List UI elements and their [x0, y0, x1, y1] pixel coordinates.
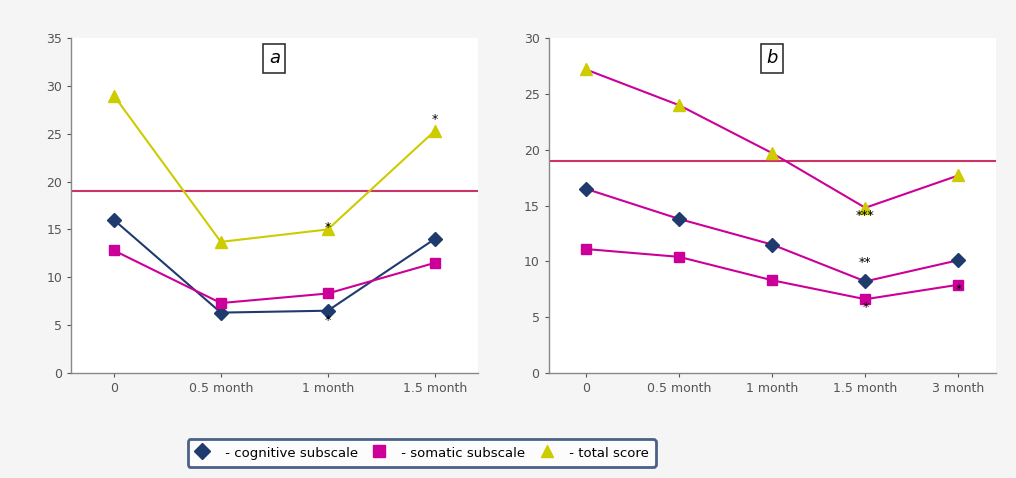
Text: *: *	[325, 314, 331, 327]
Text: *: *	[955, 283, 961, 296]
Text: **: **	[860, 256, 872, 269]
Text: *: *	[325, 221, 331, 234]
Text: ***: ***	[855, 209, 875, 222]
Text: *: *	[432, 113, 438, 126]
Text: a: a	[269, 49, 279, 67]
Text: b: b	[766, 49, 778, 67]
Text: *: *	[863, 301, 869, 314]
Legend:  - cognitive subscale,  - somatic subscale,  - total score: - cognitive subscale, - somatic subscale…	[188, 439, 655, 467]
